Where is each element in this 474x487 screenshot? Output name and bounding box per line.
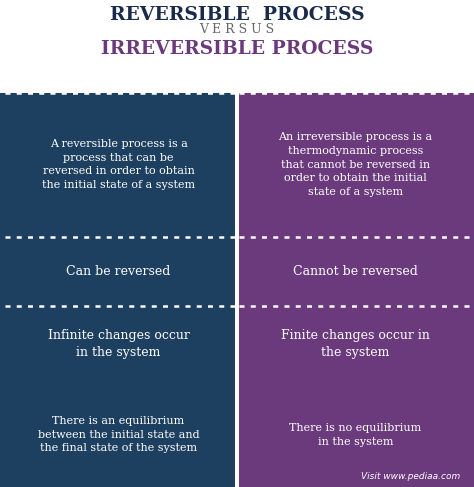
- Bar: [239, 93, 474, 237]
- Text: V E R S U S: V E R S U S: [200, 23, 274, 37]
- Text: Finite changes occur in
the system: Finite changes occur in the system: [281, 329, 430, 359]
- Text: There is an equilibrium
between the initial state and
the final state of the sys: There is an equilibrium between the init…: [38, 416, 199, 453]
- Bar: [0, 237, 235, 305]
- Text: Cannot be reversed: Cannot be reversed: [293, 264, 418, 278]
- Text: Visit www.pediaa.com: Visit www.pediaa.com: [361, 472, 460, 481]
- Bar: [0, 93, 235, 237]
- Text: IRREVERSIBLE PROCESS: IRREVERSIBLE PROCESS: [101, 40, 373, 58]
- Text: There is no equilibrium
in the system: There is no equilibrium in the system: [289, 423, 422, 447]
- Text: An irreversible process is a
thermodynamic process
that cannot be reversed in
or: An irreversible process is a thermodynam…: [278, 132, 433, 197]
- Text: Can be reversed: Can be reversed: [66, 264, 171, 278]
- Text: A reversible process is a
process that can be
reversed in order to obtain
the in: A reversible process is a process that c…: [42, 139, 195, 190]
- Text: Infinite changes occur
in the system: Infinite changes occur in the system: [47, 329, 190, 359]
- Bar: [239, 237, 474, 305]
- Bar: [0, 382, 235, 487]
- Text: REVERSIBLE  PROCESS: REVERSIBLE PROCESS: [109, 6, 365, 24]
- Bar: [239, 305, 474, 382]
- Bar: [0, 305, 235, 382]
- Bar: [239, 382, 474, 487]
